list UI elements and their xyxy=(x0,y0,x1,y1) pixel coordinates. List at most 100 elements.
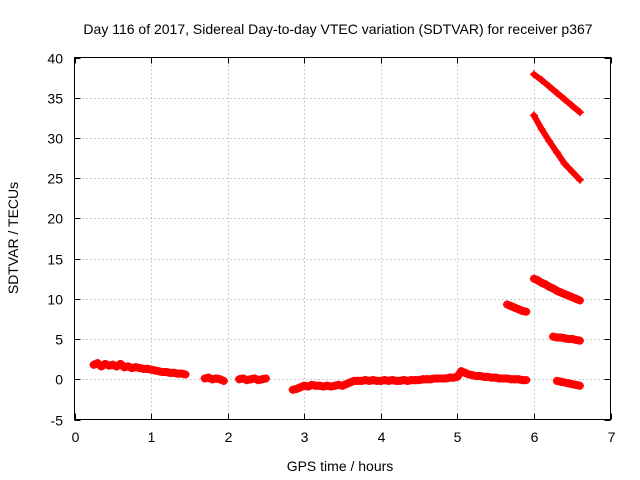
data-point xyxy=(514,305,523,314)
data-point xyxy=(89,360,98,369)
data-point xyxy=(468,371,477,380)
data-series xyxy=(89,70,584,394)
x-tick-label: 1 xyxy=(148,429,156,445)
data-point xyxy=(250,374,259,383)
data-point xyxy=(296,383,305,392)
data-point xyxy=(200,374,209,383)
data-point xyxy=(319,382,328,391)
data-point xyxy=(537,278,546,287)
data-point xyxy=(120,363,129,372)
data-point xyxy=(327,382,336,391)
data-point xyxy=(181,370,190,379)
data-point xyxy=(572,380,581,389)
data-point xyxy=(491,373,500,382)
data-point xyxy=(212,374,221,383)
data-point xyxy=(384,376,393,385)
data-point xyxy=(346,378,355,387)
data-point xyxy=(395,376,404,385)
data-point xyxy=(552,88,561,97)
data-point xyxy=(476,372,485,381)
data-point xyxy=(147,365,156,374)
data-point xyxy=(131,363,140,372)
data-point xyxy=(564,291,573,300)
data-point xyxy=(388,376,397,385)
data-point xyxy=(575,381,584,390)
data-point xyxy=(560,159,569,168)
data-point xyxy=(162,368,171,377)
chart-title: Day 116 of 2017, Sidereal Day-to-day VTE… xyxy=(83,21,592,37)
data-point xyxy=(300,381,309,390)
data-point xyxy=(127,364,136,373)
data-point xyxy=(572,335,581,344)
data-point xyxy=(307,380,316,389)
data-point xyxy=(453,372,462,381)
data-point xyxy=(564,379,573,388)
data-point xyxy=(258,375,267,384)
data-point xyxy=(549,332,558,341)
data-point xyxy=(288,385,297,394)
data-point xyxy=(537,76,546,85)
data-point xyxy=(556,288,565,297)
axis-ticks xyxy=(74,57,612,421)
data-point xyxy=(104,361,113,370)
y-tick-label: 10 xyxy=(47,292,63,308)
data-point xyxy=(246,375,255,384)
data-point xyxy=(575,336,584,345)
data-point xyxy=(529,274,538,283)
data-point xyxy=(560,95,569,104)
data-point xyxy=(568,101,577,110)
data-point xyxy=(108,360,117,369)
data-point xyxy=(369,376,378,385)
data-point xyxy=(522,376,531,385)
data-point xyxy=(461,368,470,377)
data-point xyxy=(537,125,546,134)
data-point xyxy=(315,381,324,390)
data-point xyxy=(242,376,251,385)
data-point xyxy=(170,368,179,377)
data-point xyxy=(426,375,435,384)
data-point xyxy=(292,384,301,393)
data-point xyxy=(568,293,577,302)
data-point xyxy=(254,376,263,385)
data-point xyxy=(552,148,561,157)
data-point xyxy=(575,108,584,117)
y-axis-label: SDTVAR / TECUs xyxy=(5,182,21,294)
x-tick-label: 6 xyxy=(531,429,539,445)
data-point xyxy=(552,286,561,295)
data-point xyxy=(150,366,159,375)
data-point xyxy=(560,290,569,299)
y-tick-label: -5 xyxy=(51,413,64,429)
data-point xyxy=(261,374,270,383)
x-tick-label: 4 xyxy=(378,429,386,445)
data-point xyxy=(545,282,554,291)
data-point xyxy=(545,82,554,91)
data-point xyxy=(403,376,412,385)
data-point xyxy=(357,376,366,385)
data-point xyxy=(503,374,512,383)
data-point xyxy=(154,367,163,376)
data-point xyxy=(575,175,584,184)
y-tick-label: 15 xyxy=(47,252,63,268)
data-point xyxy=(415,376,424,385)
grid-lines xyxy=(74,57,611,420)
data-point xyxy=(143,364,152,373)
data-point xyxy=(380,376,389,385)
data-point xyxy=(334,380,343,389)
x-tick-label: 7 xyxy=(608,429,616,445)
data-point xyxy=(457,367,466,376)
series-segment xyxy=(569,168,583,183)
data-point xyxy=(208,375,217,384)
data-point xyxy=(399,376,408,385)
data-point xyxy=(238,374,247,383)
x-axis-label: GPS time / hours xyxy=(287,458,394,474)
y-tick-label: 25 xyxy=(47,171,63,187)
data-point xyxy=(215,375,224,384)
data-point xyxy=(304,382,313,391)
data-point xyxy=(506,302,515,311)
data-point xyxy=(560,334,569,343)
data-point xyxy=(464,370,473,379)
data-point xyxy=(560,378,569,387)
data-point xyxy=(503,300,512,309)
y-tick-label: 30 xyxy=(47,131,63,147)
